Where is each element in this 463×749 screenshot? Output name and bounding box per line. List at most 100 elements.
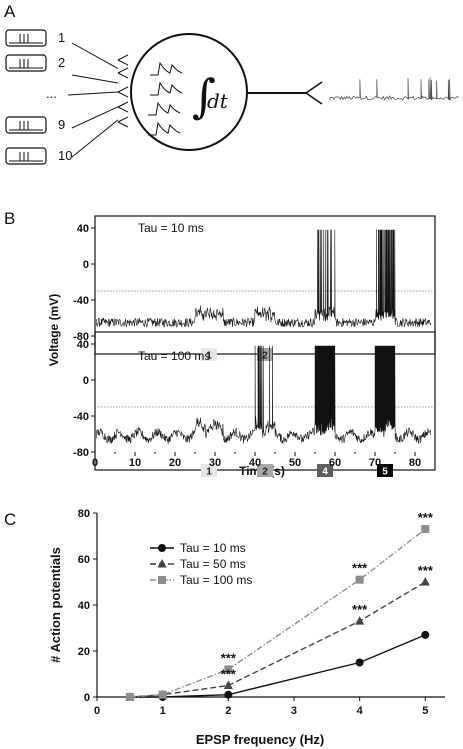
epoch-box [257,464,273,477]
panel-b: B Voltage (mV) Time (s) 400-40-801 2 4 5 40… [4,209,436,478]
y-tick-label: -40 [73,411,89,423]
epsp-sketch [148,121,181,136]
epoch-label: 1 [206,467,212,478]
input-spike-train [9,34,43,44]
c-xlabel: EPSP frequency (Hz) [196,732,324,747]
data-point [224,665,233,674]
c-ylabel: # Action potentials [48,547,63,663]
input-label: 1 [58,30,65,45]
input-axon [71,119,119,158]
data-point [223,680,233,689]
epsp-sketch [150,81,183,96]
x-tick-label: 0 [92,457,98,469]
data-point [125,693,134,701]
y-tick-label: -80 [73,447,89,459]
epoch-label: 5 [382,467,388,478]
data-point [355,616,365,625]
epoch-label: 2 [262,467,268,478]
input-axon [67,91,119,96]
data-point [421,630,430,639]
c-x-tick-label: 5 [422,705,428,717]
panel-c-label: C [4,510,16,529]
synapse [117,116,129,128]
c-x-tick-label: 4 [357,705,364,717]
input-box [5,116,47,134]
x-tick-label: 30 [209,457,221,469]
panel-a: A 1 2 9 10... ∫ dt [4,2,459,165]
epsp-sketches [148,61,183,136]
epoch-box [201,348,217,361]
input-spike-train [9,152,43,162]
input-spike-train [9,121,43,131]
data-point [420,577,430,586]
b-top-plot: 400-40-801 2 4 5 [73,215,436,362]
significance-stars: *** [418,563,434,578]
input-spike-train [9,59,43,69]
x-tick-label: 70 [369,457,381,469]
axon [247,81,323,105]
input-ellipsis: ... [46,86,57,101]
integral-sign: ∫ [192,69,216,123]
epoch-box [201,464,217,477]
y-tick-label: -40 [73,295,89,307]
b-x-axis: 0 10 20 30 40 50 60 70 80 [92,452,421,469]
c-x-tick-label: 1 [160,705,166,717]
significance-stars: *** [352,602,368,617]
voltage-trace [95,345,432,445]
series-line [129,634,426,698]
significance-stars: *** [352,561,368,576]
input-label: 9 [58,117,65,132]
input-trains: 1 2 9 10... [5,29,129,165]
c-y-tick-label: 60 [78,554,90,566]
input-box [5,29,47,47]
integral-dt: dt [207,89,229,113]
c-y-tick-label: 20 [78,646,90,658]
x-tick-label: 20 [169,457,181,469]
data-point [355,575,364,584]
panel-b-label: B [4,209,15,228]
x-tick-label: 40 [249,457,261,469]
legend-marker [157,559,167,568]
x-tick-label: 80 [409,457,421,469]
panel-c: C 0 1 2 3 4 5 0 20 40 60 80 *** *** *** *** *** *** Tau =… [4,508,445,747]
x-tick-label: 10 [129,457,141,469]
c-x-tick-label: 0 [94,705,100,717]
epoch-label: 4 [322,467,328,478]
input-label: 10 [58,148,72,163]
input-axon [71,74,119,84]
significance-stars: *** [221,650,237,665]
legend-label: Tau = 50 ms [180,557,246,571]
data-point [224,690,233,699]
epoch-box [377,464,393,477]
legend-label: Tau = 10 ms [180,541,246,555]
plot-frame [94,215,436,355]
voltage-trace [95,229,432,329]
legend-marker [158,544,166,552]
synapse [117,86,129,98]
significance-stars: *** [221,667,237,682]
b-bottom-plot: 40 0 -40 -80 1 2 4 5 [73,331,436,478]
panel-a-label: A [4,2,16,21]
input-axon [71,106,119,129]
x-tick-label: 50 [289,457,301,469]
data-point [158,690,167,699]
synapse [117,54,129,66]
c-x-tick-label: 2 [225,705,231,717]
y-tick-label: 0 [83,375,89,387]
c-y-tick-label: 80 [78,508,90,520]
x-tick-label: 60 [329,457,341,469]
data-point [355,658,364,667]
b-ylabel: Voltage (mV) [47,294,61,366]
series-line [129,581,426,698]
output-trace [329,77,459,101]
input-label: 2 [58,55,65,70]
epsp-sketch [150,61,183,76]
c-x-tick-label: 3 [291,705,297,717]
data-point [421,525,430,534]
epsp-sketch [148,101,181,116]
significance-stars: *** [418,510,434,525]
y-tick-label: -80 [73,331,89,343]
legend-label: Tau = 100 ms [180,573,252,587]
synapse [117,67,129,79]
